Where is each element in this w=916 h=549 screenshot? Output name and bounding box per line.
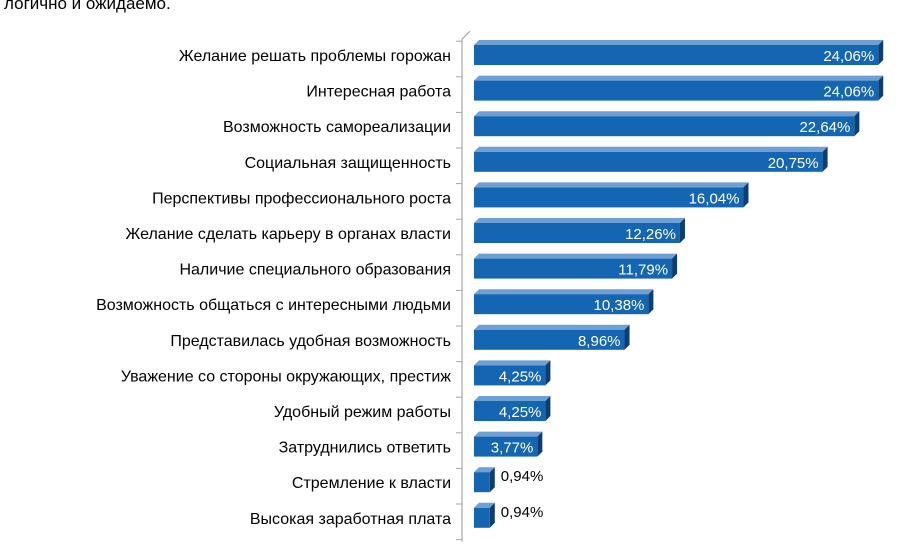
bar-side-face: [679, 218, 685, 243]
intro-text: логично и ожидаемо.: [4, 0, 171, 13]
value-label: 0,94%: [501, 468, 544, 485]
value-label: 24,06%: [823, 48, 874, 65]
bar-top-face: [474, 289, 654, 295]
category-label: Удобный режим работы: [274, 404, 451, 421]
bar-front-face: [474, 223, 680, 243]
bar: [474, 467, 495, 493]
category-label: Высокая заработная плата: [250, 511, 451, 528]
bar-top-face: [474, 324, 630, 330]
bar-top-face: [474, 218, 685, 223]
value-label: 8,96%: [578, 333, 621, 350]
category-label: Перспективы профессионального роста: [152, 190, 451, 207]
category-label: Стремление к власти: [292, 475, 451, 492]
bar-side-face: [545, 396, 551, 421]
bar-top-face: [474, 396, 551, 401]
bar-top-face: [474, 360, 551, 366]
bar-top-face: [474, 502, 495, 508]
bar-front-face: [474, 294, 649, 315]
value-label: 0,94%: [501, 504, 544, 521]
bar: [474, 360, 551, 386]
bar-top-face: [474, 431, 543, 437]
bar-top-face: [474, 253, 678, 259]
value-label: 4,25%: [499, 368, 542, 385]
bar: [474, 146, 828, 172]
bar-top-face: [474, 182, 749, 188]
bar: [474, 324, 630, 350]
bar-front-face: [474, 187, 744, 208]
bar-side-face: [489, 502, 495, 528]
bar: [474, 218, 685, 243]
category-label: Затруднились ответить: [279, 440, 451, 457]
category-label: Возможность самореализации: [223, 119, 451, 136]
category-label: Желание сделать карьеру в органах власти: [126, 226, 451, 243]
bar-side-face: [878, 40, 884, 65]
bar-side-face: [537, 431, 543, 457]
bar-side-face: [743, 182, 749, 208]
bar-side-face: [624, 324, 630, 350]
category-label: Интересная работа: [306, 84, 451, 101]
bar-front-face: [474, 80, 879, 101]
category-label: Наличие специального образования: [179, 262, 451, 279]
bar-top-face: [474, 75, 884, 81]
bar: [474, 75, 884, 101]
bar-top-face: [474, 467, 495, 473]
value-label: 12,26%: [625, 226, 676, 243]
bar-front-face: [474, 507, 490, 528]
bar-side-face: [854, 111, 860, 137]
bar-top-face: [474, 40, 884, 45]
value-label: 20,75%: [768, 155, 819, 172]
bar-front-face: [474, 258, 673, 279]
value-label: 3,77%: [491, 440, 534, 457]
bar: [474, 111, 860, 137]
value-label: 11,79%: [618, 262, 668, 279]
bar-front-face: [474, 436, 538, 457]
bar: [474, 502, 495, 528]
bar: [474, 40, 884, 65]
bar-front-face: [474, 365, 546, 386]
bar-front-face: [474, 472, 490, 493]
bar-side-face: [672, 253, 678, 279]
bar-side-face: [489, 467, 495, 493]
bar-side-face: [878, 75, 884, 101]
bar: [474, 396, 551, 421]
bar-front-face: [474, 45, 879, 65]
bar-front-face: [474, 401, 546, 421]
bar: [474, 182, 749, 208]
category-label: Представилась удобная возможность: [170, 333, 451, 350]
bar: [474, 253, 678, 279]
value-label: 16,04%: [689, 190, 740, 207]
value-label: 22,64%: [799, 119, 850, 136]
value-label: 24,06%: [823, 84, 874, 101]
bar-front-face: [474, 151, 823, 172]
category-label: Социальная защищенность: [245, 155, 451, 172]
bar-top-face: [474, 111, 860, 117]
bar-side-face: [648, 289, 654, 315]
bar-top-face: [474, 146, 828, 152]
bar-side-face: [545, 360, 551, 386]
bar-front-face: [474, 329, 625, 350]
chart-axis: [456, 30, 471, 542]
value-label: 4,25%: [499, 404, 542, 421]
chart-labels: Желание решать проблемы горожан 24,06% Инт…: [96, 48, 874, 528]
category-label: Уважение со стороны окружающих, престиж: [121, 368, 451, 385]
value-label: 10,38%: [594, 297, 645, 314]
chart-bars: [474, 40, 884, 528]
category-label: Возможность общаться с интересными людьм…: [96, 297, 451, 314]
bar: [474, 289, 654, 315]
axis-top-edge: [461, 30, 471, 40]
bar-side-face: [822, 146, 828, 172]
category-label: Желание решать проблемы горожан: [179, 48, 451, 65]
bar: [474, 431, 543, 457]
bar-front-face: [474, 116, 855, 137]
